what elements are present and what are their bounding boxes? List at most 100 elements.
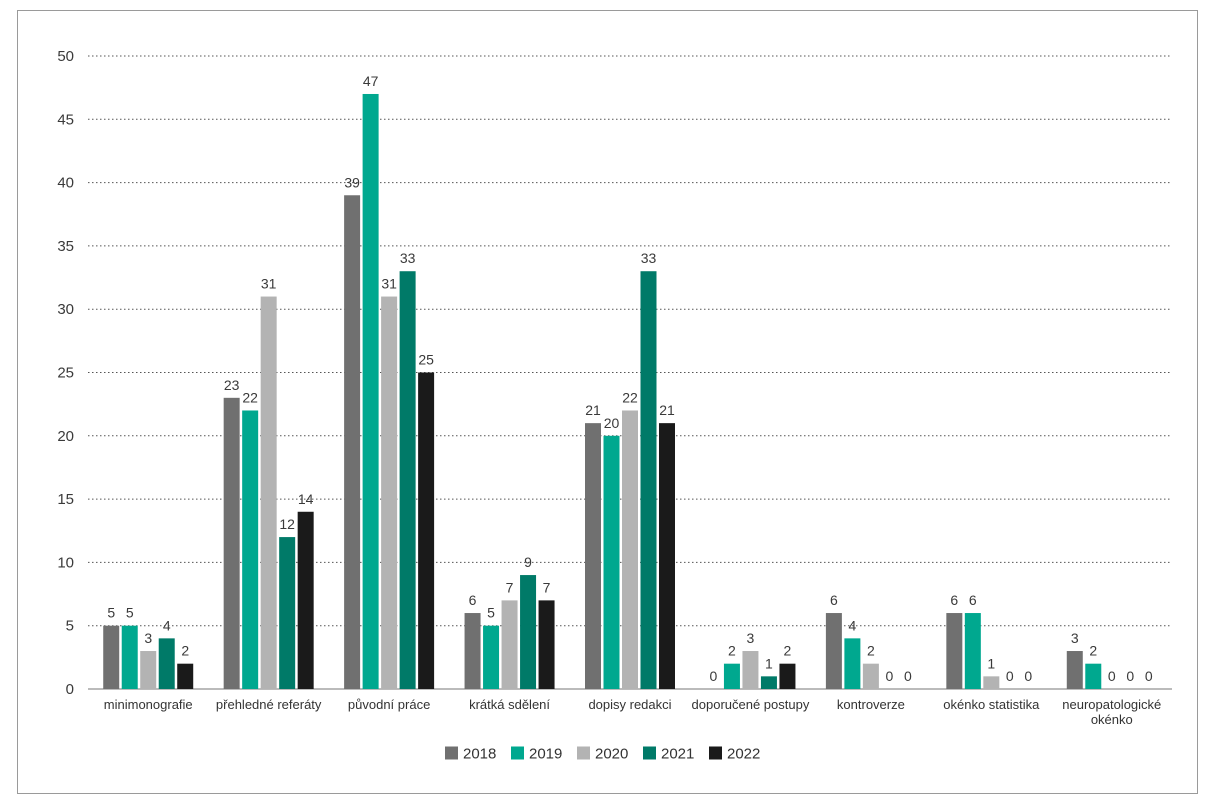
value-label: 9 <box>524 554 532 570</box>
value-label: 3 <box>144 630 152 646</box>
value-label: 0 <box>1024 668 1032 684</box>
bar-2020 <box>140 651 157 689</box>
bar-2020 <box>742 651 759 689</box>
y-tick-label: 50 <box>57 48 74 65</box>
bar-2020 <box>501 600 518 689</box>
value-label: 22 <box>242 389 258 405</box>
value-label: 0 <box>710 668 718 684</box>
bar-2022 <box>297 511 314 689</box>
y-tick-label: 10 <box>57 554 74 571</box>
y-tick-label: 25 <box>57 365 74 382</box>
bar-2020 <box>862 663 879 689</box>
value-label: 6 <box>969 592 977 608</box>
value-label: 5 <box>126 605 134 621</box>
bar-2022 <box>538 600 555 689</box>
y-tick-label: 5 <box>66 618 74 635</box>
value-label: 6 <box>950 592 958 608</box>
bar-2022 <box>659 423 675 689</box>
value-label: 31 <box>381 276 397 292</box>
bar-2018 <box>103 625 120 689</box>
value-label: 0 <box>1108 668 1116 684</box>
bar-2018 <box>825 613 842 689</box>
legend-label: 2022 <box>727 746 760 763</box>
value-label: 2 <box>1089 643 1097 659</box>
bar-2020 <box>260 296 277 689</box>
value-label: 5 <box>107 605 115 621</box>
value-label: 0 <box>1006 668 1014 684</box>
bar-2018 <box>344 195 361 689</box>
bar-2021 <box>399 271 416 689</box>
value-label: 7 <box>543 579 551 595</box>
y-tick-label: 30 <box>57 301 74 318</box>
value-label: 3 <box>747 630 755 646</box>
y-tick-label: 15 <box>57 491 74 508</box>
legend-label: 2020 <box>595 746 628 763</box>
value-label: 4 <box>848 617 856 633</box>
bar-2019 <box>603 435 620 689</box>
legend-swatch-2018 <box>445 746 458 760</box>
value-label: 39 <box>344 174 360 190</box>
category-label: krátká sdělení <box>469 697 550 712</box>
bar-2019 <box>362 93 379 690</box>
bar-2019 <box>723 663 740 689</box>
legend-label: 2018 <box>463 746 496 763</box>
bar-2018 <box>464 613 481 689</box>
y-tick-label: 40 <box>57 175 74 192</box>
value-label: 1 <box>987 655 995 671</box>
bar-2018 <box>585 423 601 689</box>
bar-2021 <box>760 676 777 689</box>
value-label: 21 <box>585 402 601 418</box>
legend-swatch-2019 <box>511 746 524 760</box>
bar-2021 <box>520 575 537 689</box>
value-label: 21 <box>659 402 675 418</box>
legend-label: 2021 <box>661 746 694 763</box>
bar-2021 <box>279 537 296 689</box>
category-label: neuropatologické <box>1062 697 1161 712</box>
value-label: 2 <box>181 643 189 659</box>
value-label: 14 <box>298 491 314 507</box>
value-label: 47 <box>363 73 379 89</box>
value-label: 6 <box>830 592 838 608</box>
value-label: 3 <box>1071 630 1079 646</box>
value-label: 12 <box>279 516 295 532</box>
bar-2019 <box>1085 663 1102 689</box>
bar-2019 <box>844 638 861 689</box>
value-label: 2 <box>784 643 792 659</box>
category-label: minimonografie <box>104 697 193 712</box>
value-label: 0 <box>904 668 912 684</box>
value-label: 0 <box>1126 668 1134 684</box>
bar-2021 <box>158 638 175 689</box>
y-tick-label: 45 <box>57 111 74 128</box>
bar-2018 <box>223 397 240 689</box>
bar-2020 <box>983 676 1000 689</box>
value-label: 4 <box>163 617 171 633</box>
bar-2022 <box>177 663 194 689</box>
category-label: okénko statistika <box>943 697 1040 712</box>
bar-2020 <box>622 410 638 689</box>
category-label: původní práce <box>348 697 430 712</box>
bar-2020 <box>381 296 398 689</box>
bar-2018 <box>946 613 963 689</box>
value-label: 5 <box>487 605 495 621</box>
bar-2022 <box>779 663 796 689</box>
bar-2021 <box>640 271 657 689</box>
value-label: 20 <box>604 415 620 431</box>
bar-2019 <box>242 410 259 689</box>
value-label: 7 <box>506 579 514 595</box>
value-label: 6 <box>469 592 477 608</box>
y-tick-label: 0 <box>66 681 74 698</box>
bar-2018 <box>1066 651 1083 689</box>
category-label: okénko <box>1091 712 1133 727</box>
bar-2019 <box>483 625 500 689</box>
value-label: 25 <box>418 352 434 368</box>
legend-swatch-2022 <box>709 746 722 760</box>
legend-label: 2019 <box>529 746 562 763</box>
value-label: 22 <box>622 389 638 405</box>
y-tick-label: 20 <box>57 428 74 445</box>
category-label: dopisy redakci <box>588 697 671 712</box>
value-label: 0 <box>885 668 893 684</box>
bar-2022 <box>418 372 435 689</box>
value-label: 2 <box>728 643 736 659</box>
y-tick-label: 35 <box>57 238 74 255</box>
legend-swatch-2021 <box>643 746 656 760</box>
